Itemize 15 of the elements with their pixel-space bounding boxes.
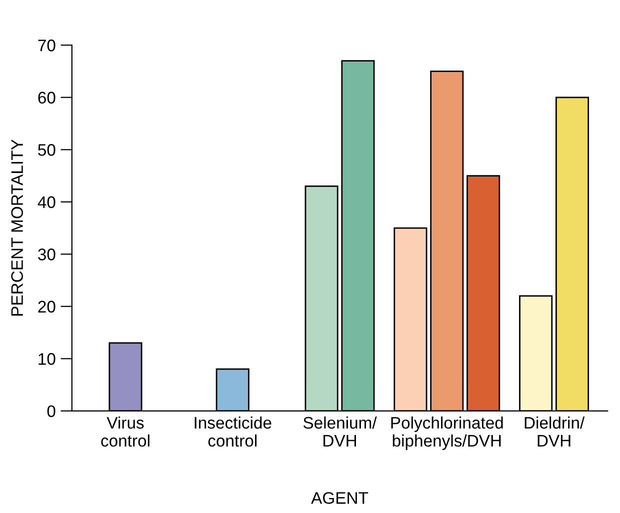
y-tick-label: 40 [38,196,56,208]
y-tick-label: 0 [47,405,56,418]
y-tick-label: 10 [38,353,56,365]
x-tick-label: Virus control [101,416,150,447]
x-tick-label: Dieldrin/ DVH [524,416,585,446]
y-tick-label: 50 [38,144,56,156]
x-tick-label: Insecticide control [194,416,272,447]
x-axis-title: AGENT [311,492,368,504]
x-tick-label: Polychlorinated biphenyls/DVH [391,416,503,450]
y-tick-label: 60 [38,92,56,104]
y-tick-label: 70 [38,40,56,52]
x-tick-label: Selenium/ DVH [303,416,377,446]
y-tick-label: 20 [38,300,56,313]
y-axis-title: PERCENT MORTALITY [11,139,24,316]
y-tick-label: 30 [38,248,56,260]
